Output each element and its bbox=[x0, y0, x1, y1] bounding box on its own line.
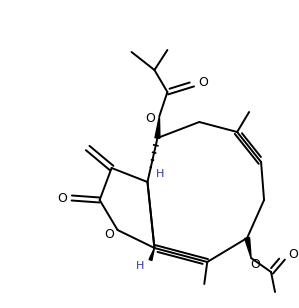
Text: O: O bbox=[250, 257, 260, 270]
Polygon shape bbox=[149, 248, 155, 261]
Text: O: O bbox=[146, 111, 155, 124]
Polygon shape bbox=[245, 237, 251, 258]
Text: H: H bbox=[156, 169, 165, 179]
Text: O: O bbox=[57, 192, 67, 205]
Text: H: H bbox=[136, 261, 145, 271]
Text: O: O bbox=[105, 228, 115, 241]
Text: O: O bbox=[288, 249, 298, 261]
Polygon shape bbox=[155, 116, 160, 138]
Text: O: O bbox=[198, 75, 208, 88]
